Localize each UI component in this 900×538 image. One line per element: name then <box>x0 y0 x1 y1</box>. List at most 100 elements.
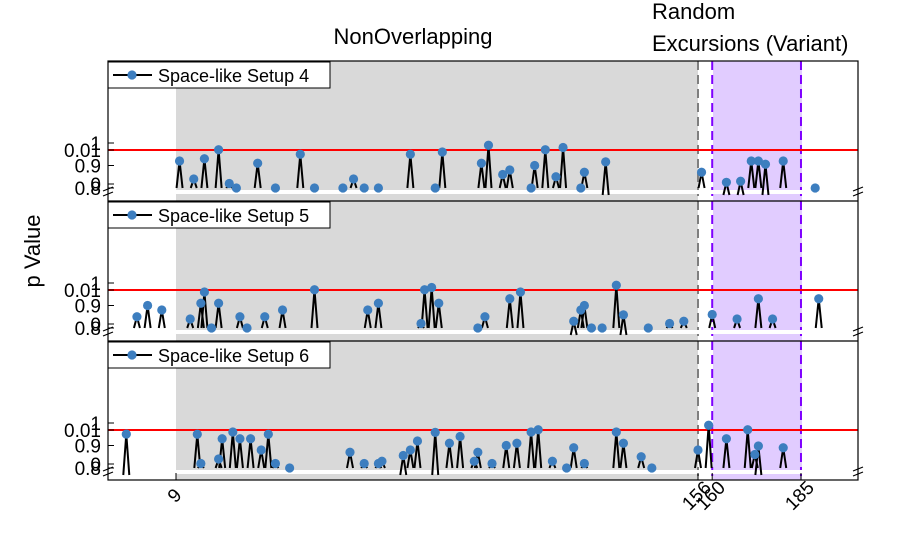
data-point <box>696 167 707 177</box>
data-point <box>434 298 444 308</box>
legend-marker <box>127 350 137 360</box>
data-point <box>430 183 440 193</box>
legend-label: Space-like Setup 6 <box>158 346 309 366</box>
y-tick-label: 0.8 <box>75 459 101 480</box>
data-point <box>196 458 206 469</box>
data-point <box>245 434 256 444</box>
data-point <box>601 157 611 167</box>
data-point <box>721 177 732 187</box>
y-tick-label: 1 <box>90 134 101 155</box>
y-tick-label: 1 <box>90 414 101 435</box>
data-point <box>569 316 579 326</box>
y-tick-label: 0.01 <box>64 421 101 442</box>
data-point <box>174 156 185 166</box>
data-point <box>373 183 384 193</box>
data-spike <box>122 434 131 476</box>
data-point <box>505 294 515 304</box>
data-point <box>526 183 536 193</box>
x-tick-label: 9 <box>164 485 186 507</box>
data-point <box>732 314 742 324</box>
data-point <box>760 159 771 169</box>
data-point <box>121 429 131 439</box>
data-point <box>295 149 305 159</box>
data-point <box>512 438 522 448</box>
data-point <box>199 154 210 164</box>
random-excursions-title-line2: Excursions (Variant) <box>652 31 848 56</box>
legend: Space-like Setup 5 <box>107 201 331 229</box>
data-point <box>231 183 241 193</box>
data-point <box>270 458 281 469</box>
data-point <box>579 167 589 177</box>
data-point <box>547 456 558 466</box>
legend-label: Space-like Setup 5 <box>158 206 309 226</box>
data-point <box>753 294 763 304</box>
data-point <box>444 438 455 448</box>
data-point <box>228 427 238 437</box>
data-point <box>206 323 217 333</box>
data-point <box>643 323 653 333</box>
data-point <box>405 445 415 455</box>
data-point <box>242 323 252 333</box>
data-point <box>704 420 714 430</box>
data-point <box>199 287 210 297</box>
data-point <box>664 318 675 329</box>
data-point <box>562 463 572 473</box>
data-point <box>338 183 348 193</box>
legend: Space-like Setup 4 <box>107 61 331 89</box>
data-point <box>579 458 589 469</box>
data-point <box>480 312 490 322</box>
data-point <box>373 298 384 308</box>
data-point <box>359 458 369 469</box>
data-point <box>235 312 245 322</box>
data-point <box>636 452 646 462</box>
data-point <box>142 300 153 311</box>
data-point <box>597 323 607 333</box>
data-point <box>473 447 483 457</box>
data-point <box>487 458 497 469</box>
data-point <box>736 176 746 186</box>
data-point <box>377 456 387 466</box>
data-point <box>309 183 320 193</box>
random-excursions-title-line1: Random <box>652 0 735 24</box>
data-spike <box>704 425 713 469</box>
plot-frame <box>107 60 859 481</box>
data-point <box>558 142 568 153</box>
data-point <box>551 172 561 182</box>
y-tick-label: 0 <box>90 455 101 476</box>
data-point <box>398 450 408 461</box>
data-point <box>750 449 760 460</box>
data-point <box>277 305 288 315</box>
data-point <box>679 316 689 326</box>
axis-break-band <box>108 330 858 334</box>
data-point <box>810 183 820 193</box>
data-point <box>196 298 206 308</box>
data-point <box>505 165 515 175</box>
data-point <box>405 149 415 159</box>
data-point <box>416 318 426 329</box>
y-tick-label: 0.9 <box>75 157 101 178</box>
data-point <box>412 436 423 446</box>
data-point <box>363 305 373 315</box>
nonoverlapping-title: NonOverlapping <box>334 24 493 49</box>
data-point <box>498 169 508 180</box>
data-point <box>270 183 281 193</box>
data-point <box>721 434 732 444</box>
data-point <box>586 323 597 333</box>
data-point <box>256 445 266 455</box>
data-point <box>214 298 224 308</box>
data-point <box>214 145 224 155</box>
axis-break-band <box>108 190 858 194</box>
axis-break-band <box>108 470 858 474</box>
data-point <box>419 285 430 295</box>
data-point <box>189 174 199 184</box>
random-excursions-region <box>713 61 802 480</box>
data-point <box>540 145 550 155</box>
data-point <box>285 463 295 473</box>
data-point <box>618 438 629 448</box>
data-point <box>618 310 629 320</box>
data-point <box>814 294 824 304</box>
data-point <box>569 443 579 453</box>
data-point <box>185 314 195 324</box>
